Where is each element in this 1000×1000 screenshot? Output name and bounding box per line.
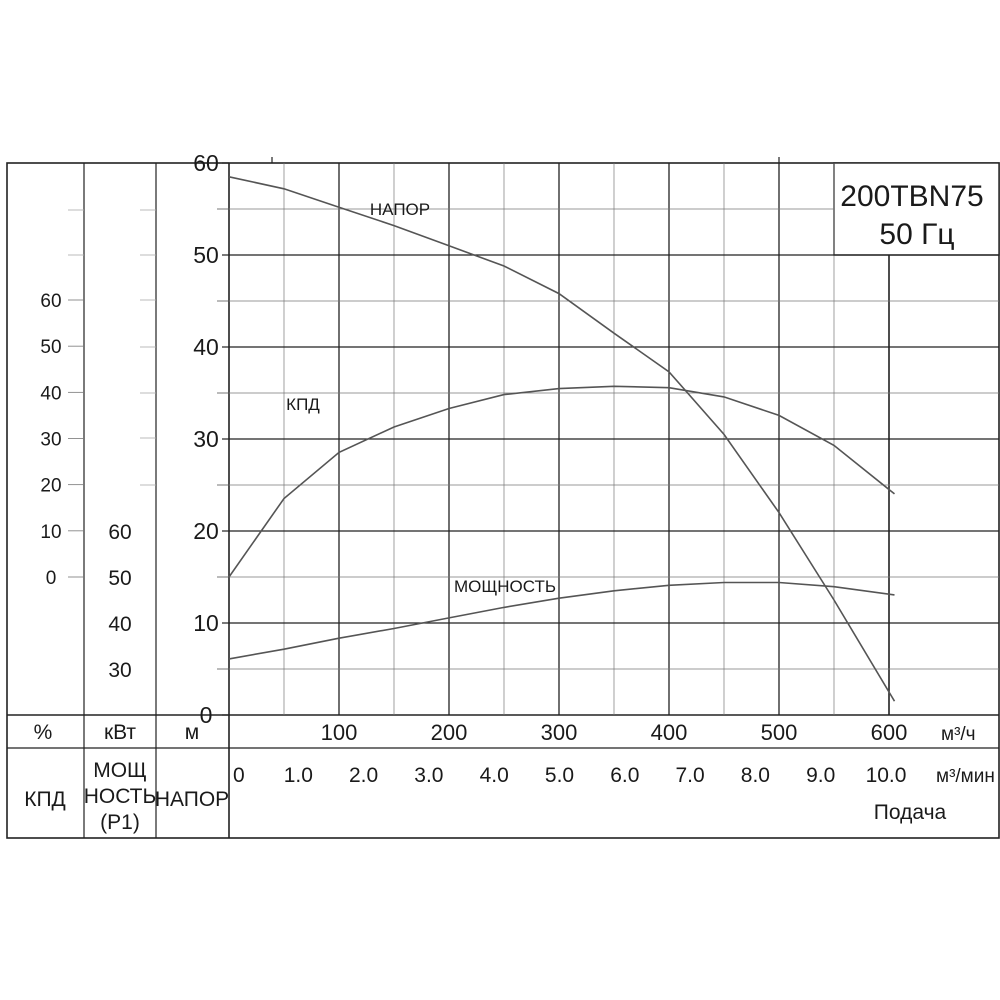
flow-m3min-tick-label: 8.0 <box>741 764 770 787</box>
efficiency-tick-label: 30 <box>40 430 61 451</box>
efficiency-tick-label: 20 <box>40 476 61 497</box>
chart-grid <box>229 163 999 715</box>
model-name: 200TBN75 <box>840 180 983 213</box>
flow-m3h-tick-label: 500 <box>761 720 798 745</box>
flow-m3min-tick-label: 7.0 <box>675 764 704 787</box>
series-line <box>228 176 896 702</box>
flow-m3min-tick-label: 4.0 <box>480 764 509 787</box>
flow-m3min-unit: м³/мин <box>936 766 995 787</box>
series-line <box>228 385 896 578</box>
flow-m3min-tick-label: 6.0 <box>610 764 639 787</box>
efficiency-tick-label: 10 <box>40 522 61 543</box>
flow-m3h-tick-label: 300 <box>541 720 578 745</box>
series-label: НАПОР <box>370 200 430 219</box>
power-axis-label-line3: (P1) <box>100 811 140 834</box>
frequency-label: 50 Гц <box>879 218 954 251</box>
head-tick-label: 30 <box>193 426 219 452</box>
efficiency-tick-label: 40 <box>40 383 61 404</box>
series-label: КПД <box>286 395 320 414</box>
head-tick-label: 60 <box>193 150 219 176</box>
head-tick-label: 20 <box>193 518 219 544</box>
efficiency-unit: % <box>34 721 53 744</box>
flow-m3min-tick-label: 0 <box>233 764 245 787</box>
efficiency-tick-label: 0 <box>46 568 57 589</box>
flow-m3min-tick-label: 5.0 <box>545 764 574 787</box>
flow-m3min-tick-label: 10.0 <box>866 764 907 787</box>
flow-m3h-tick-label: 600 <box>871 720 908 745</box>
power-tick-label: 50 <box>108 567 131 590</box>
x-axis-title: Подача <box>874 801 947 824</box>
flow-m3h-tick-label: 400 <box>651 720 688 745</box>
head-tick-label: 50 <box>193 242 219 268</box>
flow-m3h-tick-label: 200 <box>431 720 468 745</box>
flow-m3min-tick-label: 1.0 <box>284 764 313 787</box>
head-tick-label: 40 <box>193 334 219 360</box>
efficiency-tick-label: 60 <box>40 291 61 312</box>
power-tick-label: 40 <box>108 613 131 636</box>
efficiency-tick-label: 50 <box>40 337 61 358</box>
chart-curves: НАПОР КПД МОЩНОСТЬ <box>228 176 896 702</box>
flow-m3min-tick-label: 3.0 <box>414 764 443 787</box>
head-unit: м <box>185 721 199 744</box>
series-line <box>228 581 895 660</box>
flow-m3min-tick-label: 9.0 <box>806 764 835 787</box>
flow-m3min-tick-label: 2.0 <box>349 764 378 787</box>
outer-frame <box>6 162 1000 839</box>
power-unit: кВт <box>104 721 136 744</box>
flow-m3h-unit: м³/ч <box>941 724 976 745</box>
head-axis-label: НАПОР <box>155 788 229 811</box>
series-label: МОЩНОСТЬ <box>454 577 556 596</box>
x-axes: 100 200 300 400 500 600 м³/ч 0 1.0 2.0 3.0 4.0 5.0 6.… <box>233 720 995 787</box>
head-tick-label: 10 <box>193 610 219 636</box>
power-tick-label: 60 <box>108 521 131 544</box>
power-axis-label-line1: МОЩ <box>93 759 147 782</box>
power-axis-label-line2: НОСТЬ <box>84 785 157 808</box>
efficiency-axis-label: КПД <box>24 788 66 811</box>
power-tick-label: 30 <box>108 659 131 682</box>
head-tick-label: 0 <box>200 702 213 728</box>
flow-m3h-tick-label: 100 <box>321 720 358 745</box>
left-axes: 60 50 40 30 20 10 0 60 50 40 30 60 50 40 30 20 10 0 <box>40 150 229 728</box>
chart-frame <box>6 157 1000 839</box>
